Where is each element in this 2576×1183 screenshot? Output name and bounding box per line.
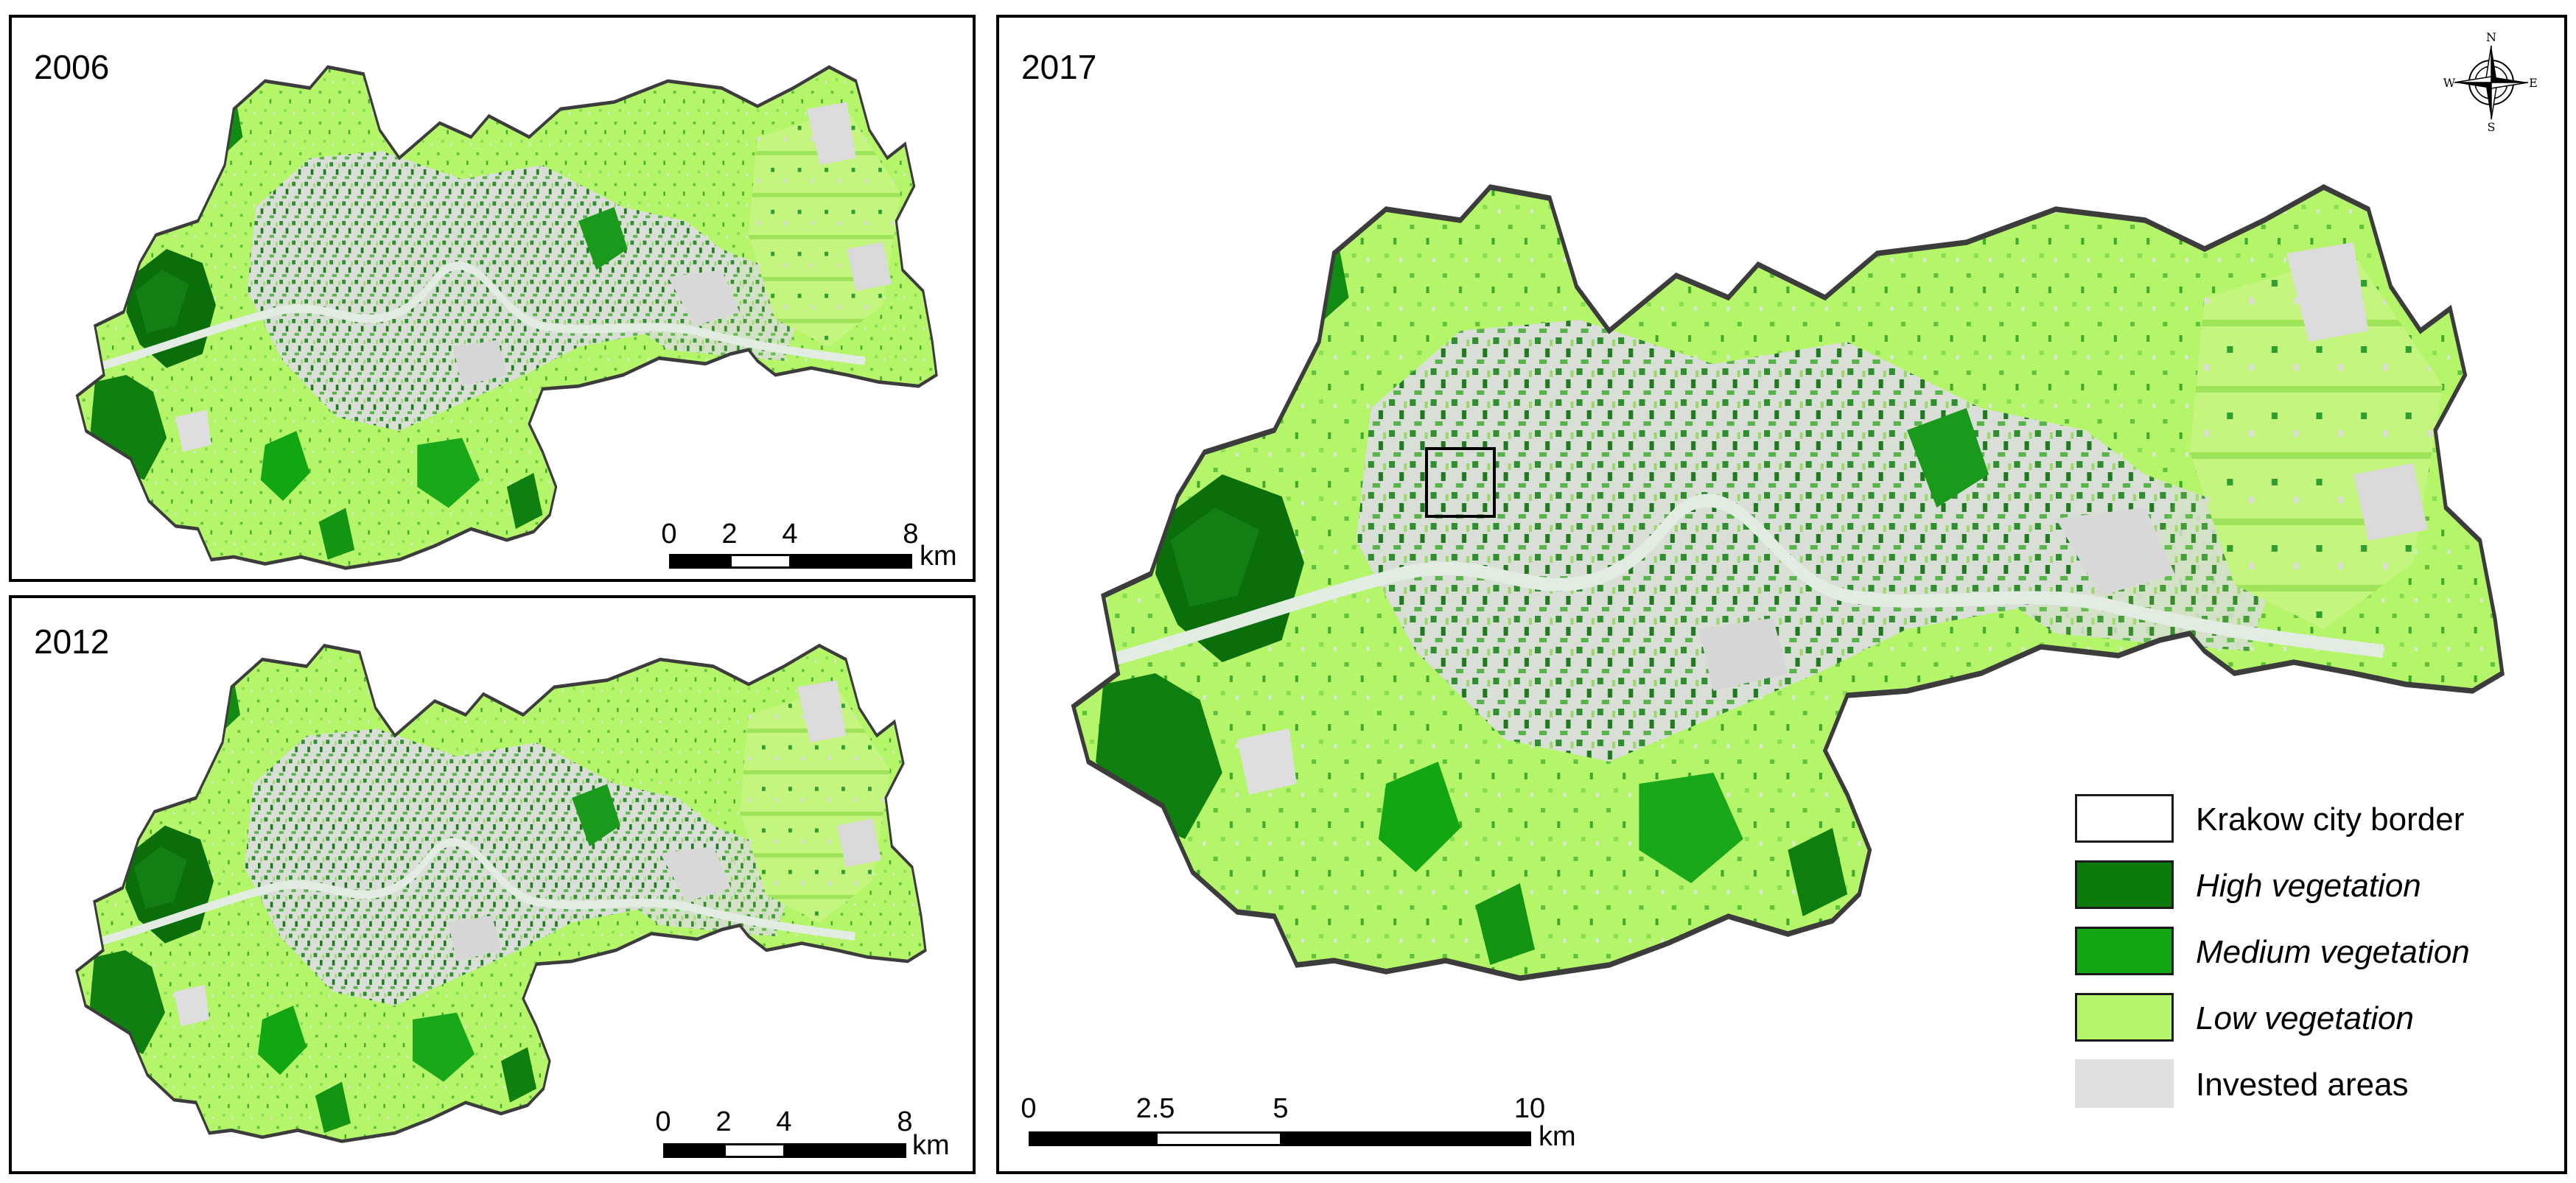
compass-e: E — [2529, 76, 2538, 90]
scale-unit: km — [1539, 1121, 1576, 1152]
scale-bar-2006: 0 2 4 8 km — [660, 504, 970, 578]
legend-label: Invested areas — [2196, 1067, 2409, 1103]
compass-n: N — [2486, 30, 2496, 44]
legend-item-medium-vegetation: Medium vegetation — [2075, 927, 2564, 978]
scale-segment-white — [1155, 1131, 1282, 1146]
scale-tick-4: 4 — [776, 1106, 792, 1137]
zoom-area-box — [1425, 447, 1496, 518]
legend-label: Low vegetation — [2196, 1000, 2414, 1036]
scale-tick-8: 8 — [903, 519, 919, 550]
compass-rose-icon: N S E W — [2443, 30, 2538, 133]
legend-swatch — [2075, 927, 2174, 975]
scale-bar-2012: 0 2 4 8 km — [654, 1084, 964, 1165]
year-label-2017: 2017 — [1021, 48, 1097, 86]
legend-swatch — [2075, 794, 2174, 843]
year-label-2006: 2006 — [34, 48, 110, 86]
scale-segment-black-1 — [1029, 1131, 1157, 1146]
scale-tick-2-5: 2.5 — [1135, 1093, 1175, 1124]
legend-swatch — [2075, 1059, 2174, 1108]
legend-item-low-vegetation: Low vegetation — [2075, 993, 2564, 1045]
scale-segment-black-2 — [1281, 1131, 1531, 1146]
scale-unit: km — [920, 541, 957, 572]
scale-segment-black-1 — [663, 1143, 725, 1158]
map-panel-2012: 2012 0 2 4 8 km — [9, 595, 976, 1174]
legend-label: Krakow city border — [2196, 801, 2465, 838]
scale-segment-white — [729, 554, 791, 569]
scale-tick-0: 0 — [655, 1106, 671, 1137]
legend-label: Medium vegetation — [2196, 934, 2470, 970]
scale-segment-black-2 — [784, 1143, 906, 1158]
legend-label: High vegetation — [2196, 868, 2421, 904]
scale-tick-2: 2 — [715, 1106, 732, 1137]
scale-tick-0: 0 — [1021, 1093, 1037, 1124]
legend-item-city-border: Krakow city border — [2075, 794, 2564, 846]
scale-tick-0: 0 — [661, 519, 677, 550]
scale-tick-8: 8 — [897, 1106, 913, 1137]
scale-unit: km — [912, 1130, 950, 1161]
map-panel-2006: 2006 0 2 4 8 km — [9, 15, 976, 582]
map-legend: Krakow city border High vegetation Mediu… — [2075, 794, 2547, 1133]
scale-bar-2017: 0 2.5 5 10 km — [1014, 1078, 1603, 1167]
legend-item-invested-areas: Invested areas — [2075, 1059, 2564, 1111]
scale-tick-5: 5 — [1273, 1093, 1289, 1124]
map-panel-2017: 2017 N S E W 0 2.5 5 10 km Krakow — [996, 15, 2567, 1174]
legend-item-high-vegetation: High vegetation — [2075, 860, 2564, 912]
legend-swatch — [2075, 860, 2174, 909]
compass-s: S — [2488, 120, 2496, 133]
scale-tick-2: 2 — [721, 519, 738, 550]
krakow-map-2017 — [999, 18, 2564, 1171]
scale-tick-4: 4 — [782, 519, 798, 550]
scale-segment-black-1 — [669, 554, 731, 569]
legend-swatch — [2075, 993, 2174, 1042]
year-label-2012: 2012 — [34, 622, 110, 661]
krakow-map-2006 — [12, 18, 973, 579]
scale-segment-white — [724, 1143, 785, 1158]
scale-tick-10: 10 — [1513, 1093, 1546, 1124]
scale-segment-black-2 — [790, 554, 912, 569]
compass-w: W — [2443, 76, 2456, 90]
